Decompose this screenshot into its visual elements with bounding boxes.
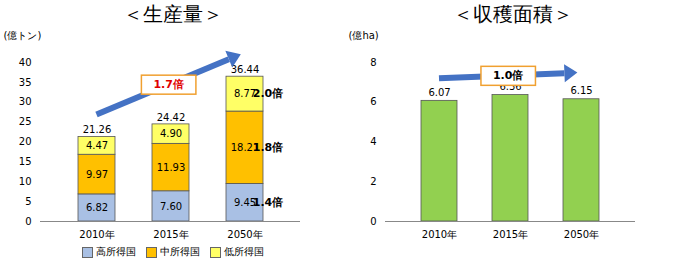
svg-text:4: 4	[370, 136, 376, 147]
svg-text:2050年: 2050年	[564, 229, 599, 240]
svg-text:21.26: 21.26	[83, 124, 112, 135]
svg-text:20: 20	[19, 136, 32, 147]
svg-text:9.97: 9.97	[86, 169, 108, 180]
svg-text:6.82: 6.82	[86, 202, 108, 213]
svg-text:40: 40	[19, 57, 32, 68]
svg-text:4.47: 4.47	[86, 140, 108, 151]
html-text:高所得国: 高所得国	[95, 246, 136, 257]
html-text:＜収穫面積＞: ＜収穫面積＞	[452, 2, 573, 26]
svg-text:0: 0	[370, 216, 376, 227]
svg-text:0: 0	[25, 216, 31, 227]
svg-text:6.07: 6.07	[428, 87, 450, 98]
html-text:＜生産量＞: ＜生産量＞	[122, 2, 223, 26]
svg-text:2010年: 2010年	[79, 229, 114, 240]
svg-text:11.93: 11.93	[157, 162, 186, 173]
svg-text:8.77: 8.77	[233, 88, 257, 100]
svg-text:2: 2	[370, 176, 376, 187]
svg-text:36.44: 36.44	[231, 64, 260, 75]
html-text:低所得国: 低所得国	[223, 246, 264, 257]
svg-text:8: 8	[370, 57, 376, 68]
svg-text:30: 30	[19, 96, 32, 107]
svg-text:35: 35	[19, 77, 32, 88]
svg-text:6.36: 6.36	[499, 81, 522, 93]
svg-text:2050年: 2050年	[227, 229, 262, 240]
svg-text:(億ha): (億ha)	[349, 30, 379, 41]
html-text:中所得国: 中所得国	[159, 246, 200, 257]
svg-text:1.7倍: 1.7倍	[153, 78, 184, 91]
svg-text:5: 5	[25, 196, 31, 207]
svg-text:18.21: 18.21	[230, 141, 260, 153]
svg-text:2.0倍: 2.0倍	[253, 87, 284, 100]
svg-text:4.90: 4.90	[160, 128, 182, 139]
svg-text:1.8倍: 1.8倍	[253, 141, 284, 154]
svg-text:2015年: 2015年	[493, 229, 528, 240]
svg-text:(億トン): (億トン)	[4, 30, 42, 41]
svg-text:10: 10	[19, 176, 32, 187]
svg-text:7.60: 7.60	[160, 201, 182, 212]
svg-text:15: 15	[19, 156, 32, 167]
svg-text:25: 25	[19, 116, 32, 127]
svg-text:2010年: 2010年	[422, 229, 457, 240]
svg-text:1.0倍: 1.0倍	[493, 69, 524, 82]
svg-text:6: 6	[370, 96, 376, 107]
svg-text:9.45: 9.45	[233, 196, 257, 208]
svg-text:24.42: 24.42	[157, 112, 186, 123]
svg-text:1.4倍: 1.4倍	[253, 196, 284, 209]
svg-text:2015年: 2015年	[153, 229, 188, 240]
svg-text:6.15: 6.15	[570, 85, 592, 96]
